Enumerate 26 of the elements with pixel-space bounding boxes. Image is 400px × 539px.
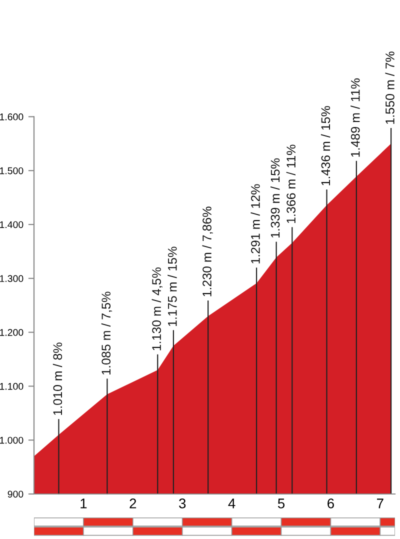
ref-line-label: 1.550 m / 7% bbox=[385, 52, 394, 124]
y-tick-label: 1.600 bbox=[0, 113, 24, 120]
x-tick-label: 2 bbox=[130, 498, 136, 508]
y-tick-label: 900 bbox=[8, 490, 24, 498]
x-tick-label: 7 bbox=[377, 498, 384, 508]
ref-line-label: 1.339 m / 15% bbox=[270, 158, 280, 238]
x-tick-label: 3 bbox=[179, 498, 186, 508]
x-tick-label: 5 bbox=[278, 498, 285, 508]
ref-line-label: 1.489 m / 11% bbox=[350, 78, 360, 157]
ref-line-label: 1.230 m / 7,86% bbox=[202, 206, 213, 296]
y-tick-label: 1.500 bbox=[0, 167, 24, 174]
y-tick-label: 1.000 bbox=[0, 436, 24, 444]
y-tick-label: 1.400 bbox=[0, 221, 24, 228]
ref-line-label: 1.175 m / 15% bbox=[168, 246, 177, 326]
ref-line-label: 1.436 m / 15% bbox=[320, 106, 330, 186]
x-tick-label: 6 bbox=[328, 498, 334, 508]
ref-line-label: 1.291 m / 12% bbox=[250, 184, 260, 264]
x-tick-label: 4 bbox=[228, 498, 236, 508]
y-tick-label: 1.300 bbox=[0, 275, 24, 282]
ref-line-label: 1.130 m / 4,5% bbox=[152, 268, 162, 350]
y-tick-label: 1.100 bbox=[0, 382, 24, 390]
ref-line-label: 1.366 m / 11% bbox=[286, 144, 296, 223]
y-tick-label: 1.200 bbox=[0, 329, 24, 336]
x-tick-label: 1 bbox=[80, 498, 87, 508]
ref-line-label: 1.010 m / 8% bbox=[52, 342, 62, 415]
ref-line-label: 1.085 m / 7,5% bbox=[101, 292, 112, 374]
